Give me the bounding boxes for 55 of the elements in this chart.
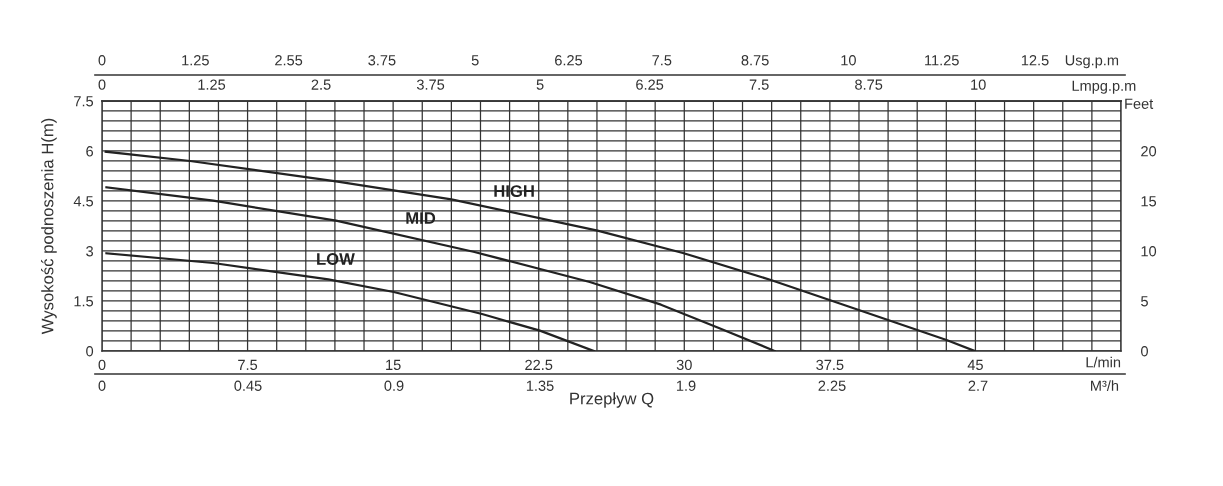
y-tick-label: 3: [86, 246, 94, 257]
x2-tick-label: 7.5: [749, 79, 769, 90]
line-series: [104, 150, 976, 351]
x-axis-title: L/min: [1086, 356, 1121, 368]
x2-tick-label: 8.75: [855, 79, 883, 90]
line-series: [105, 252, 595, 351]
x-tick-label: 7.5: [238, 359, 258, 371]
text: 0.45: [234, 380, 262, 391]
x2-axis-title: Lmpg.p.m: [1072, 80, 1136, 94]
line-series: [105, 186, 776, 351]
x2-tick-label: 1.25: [198, 79, 226, 90]
text: M³/h: [1091, 380, 1119, 391]
x2-tick-label: 2.5: [311, 79, 331, 90]
y2-tick-label: 15: [1141, 196, 1157, 207]
x2-tick-label: 10: [971, 79, 986, 90]
y-tick-label: 7.5: [74, 96, 94, 107]
x-tick-label: 45: [967, 359, 983, 371]
x2-tick-label: 5: [536, 79, 544, 90]
y2-tick-label: 0: [1141, 346, 1148, 357]
x-tick-label: 30: [676, 359, 692, 371]
text: 1.35: [526, 380, 554, 391]
x-tick-label: 37.5: [816, 359, 844, 371]
y-tick-label: 0: [86, 346, 94, 357]
x-tick-label: 0: [98, 359, 106, 371]
text: 1.25: [182, 55, 209, 66]
text: 0.9: [384, 380, 404, 391]
text: 2.25: [818, 380, 846, 391]
text: Przepływ Q: [570, 392, 654, 408]
text: 10: [841, 55, 856, 66]
y-tick-label: 1.5: [74, 296, 94, 307]
y2-axis-title: Feet: [1125, 98, 1154, 109]
x2-tick-label: 0: [98, 79, 106, 90]
y-tick-label: 6: [86, 146, 94, 157]
text: 2.7: [968, 380, 988, 391]
y2-tick-label: 20: [1141, 146, 1157, 157]
text: 2.55: [275, 55, 303, 66]
text: 6.25: [555, 55, 583, 66]
y-tick-label: 4.5: [73, 196, 94, 207]
text: 0: [98, 55, 106, 66]
text: Usg.p.m: [1065, 55, 1119, 69]
y2-tick-label: 5: [1141, 296, 1148, 307]
text: 7.5: [652, 55, 672, 66]
x2-tick-label: 3.75: [416, 79, 445, 90]
text: 8.75: [741, 55, 769, 66]
text: 11.25: [925, 55, 959, 66]
x-tick-label: 15: [386, 359, 401, 371]
x2-tick-label: 6.25: [636, 79, 664, 90]
y-axis-title: Wysokość podnoszenia H(m): [41, 118, 57, 335]
x-tick-label: 22.5: [525, 359, 553, 371]
y2-tick-label: 10: [1141, 246, 1157, 257]
text: 1.9: [676, 380, 696, 391]
text: 3.75: [368, 55, 396, 66]
text: 0: [98, 380, 106, 391]
text: 5: [471, 55, 479, 66]
text: 12.5: [1021, 55, 1049, 66]
